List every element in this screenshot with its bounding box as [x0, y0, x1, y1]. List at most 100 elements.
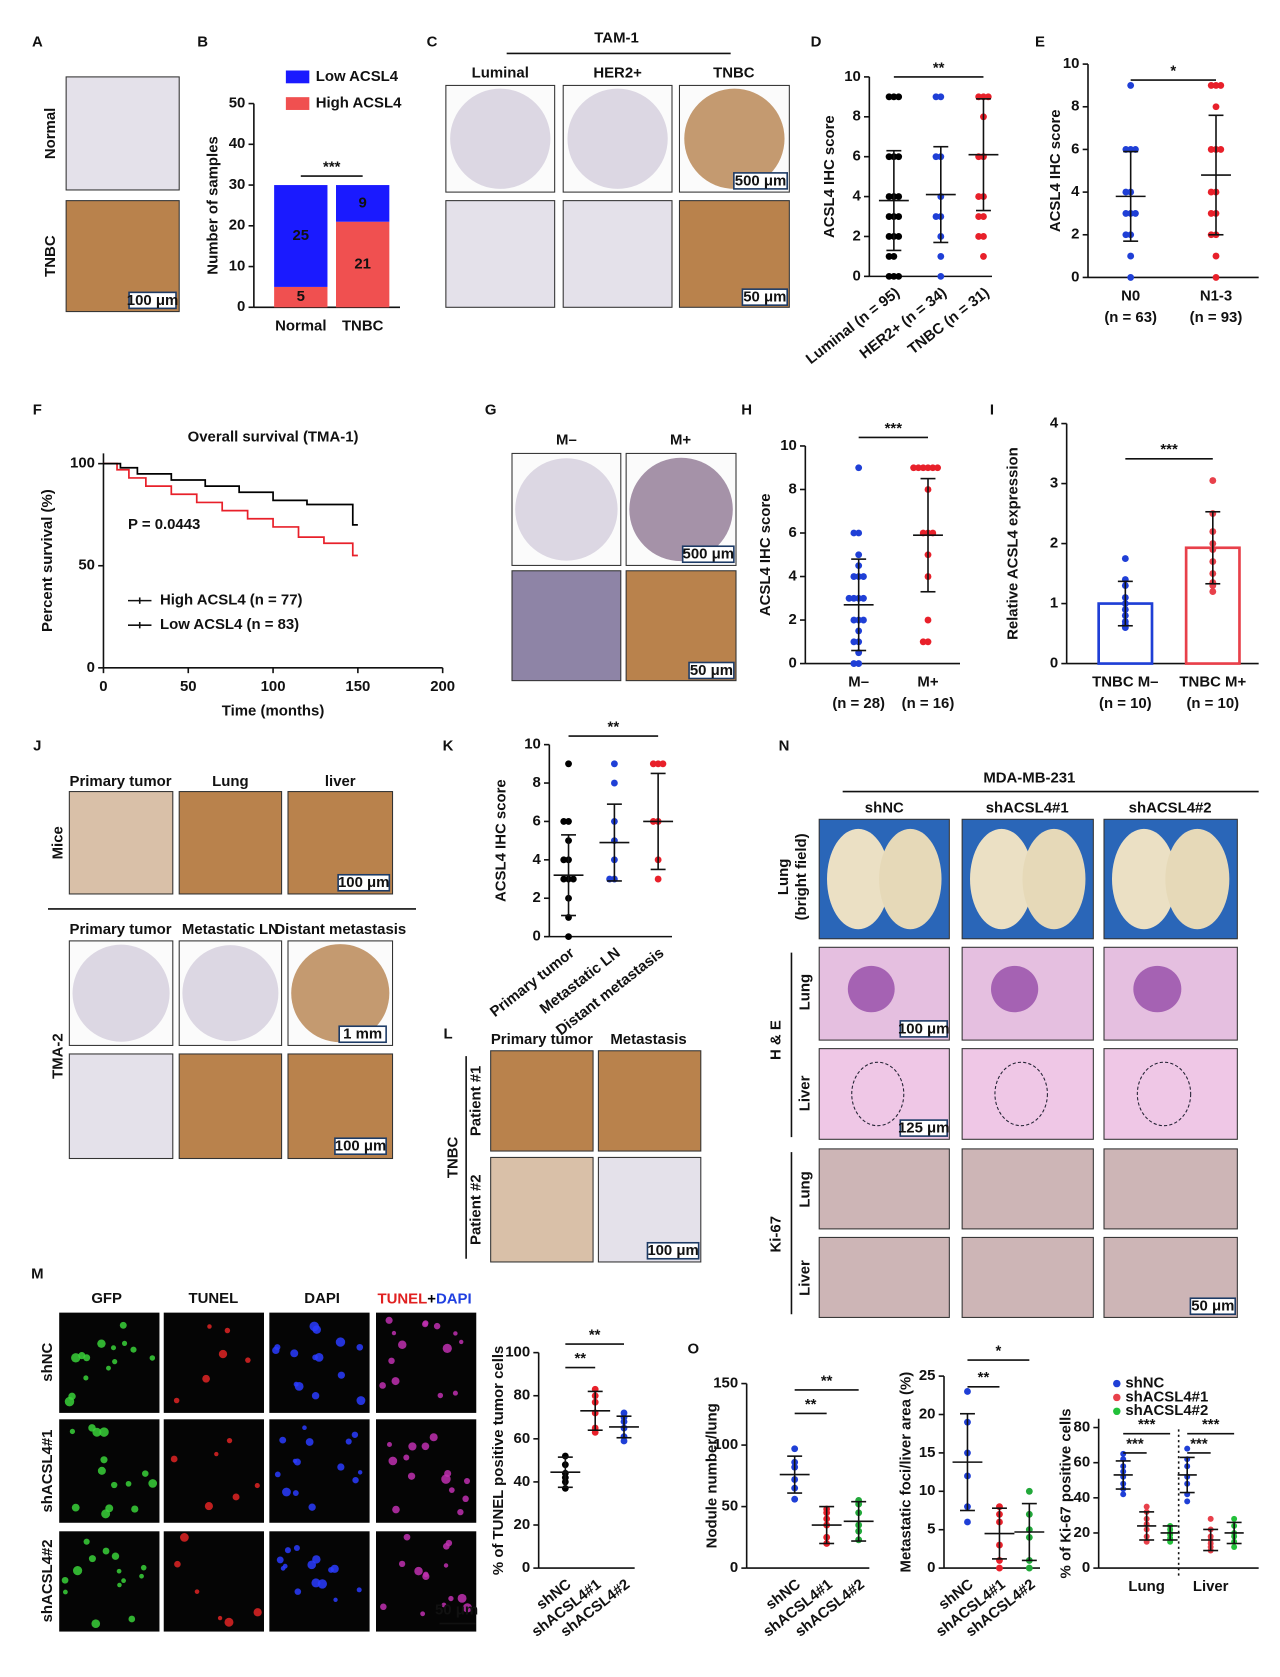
- data-point: [1121, 555, 1129, 562]
- data-point: [560, 875, 568, 883]
- panel-letter: I: [990, 402, 994, 419]
- row-label: shACSL4#1: [39, 1430, 56, 1513]
- cell: [214, 1451, 219, 1457]
- cell: [356, 1343, 364, 1351]
- legend-label: shACSL4#1: [1125, 1388, 1208, 1405]
- micrograph: [490, 1050, 594, 1152]
- y-tick-label: 0: [1071, 268, 1079, 285]
- data-point: [565, 818, 572, 825]
- column-header: Luminal: [472, 65, 529, 82]
- legend-marker: [1113, 1393, 1121, 1402]
- data-point: [1122, 231, 1130, 239]
- row-label: TMA-2: [50, 1033, 67, 1079]
- column-header: shNC: [865, 800, 904, 817]
- data-point: [1127, 274, 1135, 281]
- lung-lobe: [879, 828, 942, 930]
- scale-bar-box: [741, 288, 788, 306]
- legend-marker: [1113, 1407, 1121, 1416]
- y-tick-label: 6: [852, 148, 860, 165]
- cell: [356, 1587, 362, 1593]
- bar-segment: [274, 185, 328, 287]
- header-part: +: [427, 1290, 436, 1307]
- y-axis-label: % of Ki-67 positive cells: [1058, 1408, 1075, 1578]
- panel-title: MDA-MB-231: [983, 770, 1075, 787]
- y-tick-label: 3: [1050, 475, 1058, 492]
- x-axis-label: Time (months): [222, 703, 325, 720]
- cell: [445, 1539, 453, 1547]
- data-point: [895, 193, 903, 200]
- data-point: [850, 594, 858, 602]
- x-tick-label: M+: [917, 674, 938, 691]
- y-tick-label: 0: [532, 928, 540, 945]
- data-point: [932, 153, 940, 161]
- cell: [130, 1346, 137, 1353]
- data-point: [569, 875, 577, 883]
- cell: [422, 1572, 430, 1580]
- cell: [403, 1533, 411, 1541]
- column-header: Lung: [212, 773, 248, 790]
- scale-bar-label: 50 μm: [690, 662, 733, 679]
- micrograph: [162, 1418, 266, 1524]
- y-tick-label: 0: [1082, 1559, 1090, 1576]
- annotation: P = 0.0443: [128, 516, 200, 533]
- data-point: [860, 616, 867, 624]
- header-part: DAPI: [436, 1290, 472, 1307]
- significance-label: **: [608, 719, 620, 736]
- micrograph: [68, 791, 174, 895]
- cell: [149, 1355, 156, 1361]
- cell: [112, 1359, 118, 1365]
- cell: [173, 1397, 180, 1404]
- y-tick-label: 1: [1050, 595, 1058, 612]
- y-tick-label: 4: [1050, 415, 1059, 432]
- cell: [311, 1392, 320, 1400]
- y-tick-label: 60: [514, 1430, 531, 1447]
- cell: [292, 1490, 299, 1496]
- y-tick-label: 10: [1063, 55, 1080, 72]
- row-label: (bright field): [793, 833, 810, 920]
- y-tick-label: 25: [919, 1367, 936, 1384]
- x-tick-label: Liver: [1193, 1578, 1229, 1595]
- lung-lobe: [1022, 828, 1086, 930]
- data-point: [855, 551, 863, 559]
- data-point: [1212, 274, 1220, 281]
- scale-bar-box: [899, 1119, 948, 1137]
- row-label: Patient #2: [468, 1174, 485, 1245]
- data-point: [1207, 1515, 1214, 1522]
- y-axis-label: ACSL4 IHC score: [757, 493, 774, 616]
- y-tick-label: 4: [1071, 183, 1080, 200]
- data-point: [1207, 82, 1215, 89]
- cell: [83, 1375, 89, 1381]
- column-header: shACSL4#2: [1129, 800, 1212, 817]
- cell: [117, 1582, 122, 1588]
- cell: [290, 1349, 299, 1358]
- column-header: Primary tumor: [70, 773, 172, 790]
- scale-bar-box: [646, 1241, 700, 1260]
- data-label: 9: [359, 194, 367, 211]
- micrograph: [1103, 1048, 1238, 1140]
- cell: [391, 1330, 397, 1336]
- cell: [97, 1339, 106, 1348]
- y-tick-label: 50: [229, 95, 246, 112]
- data-point: [937, 272, 945, 280]
- cell: [204, 1502, 213, 1511]
- y-axis-label: % of TUNEL positive tumor cells: [490, 1346, 507, 1575]
- micrograph: [58, 1530, 161, 1633]
- cell: [294, 1381, 304, 1391]
- data-point: [919, 464, 927, 472]
- data-point: [850, 638, 858, 646]
- legend-marker: [1113, 1379, 1121, 1388]
- row-label: Lung: [775, 859, 792, 895]
- data-point: [885, 253, 893, 260]
- cell: [330, 1564, 339, 1573]
- data-point: [565, 760, 572, 768]
- y-axis-label: Number of samples: [204, 136, 221, 274]
- scale-bar-label: 100 μm: [127, 292, 178, 309]
- data-point: [860, 573, 867, 580]
- significance-label: **: [933, 59, 945, 76]
- column-header: GFP: [91, 1290, 122, 1307]
- cell: [279, 1436, 287, 1444]
- y-tick-label: 80: [514, 1387, 531, 1404]
- metastasis-outline: [851, 1061, 905, 1127]
- cell: [207, 1324, 212, 1329]
- data-point: [890, 253, 898, 260]
